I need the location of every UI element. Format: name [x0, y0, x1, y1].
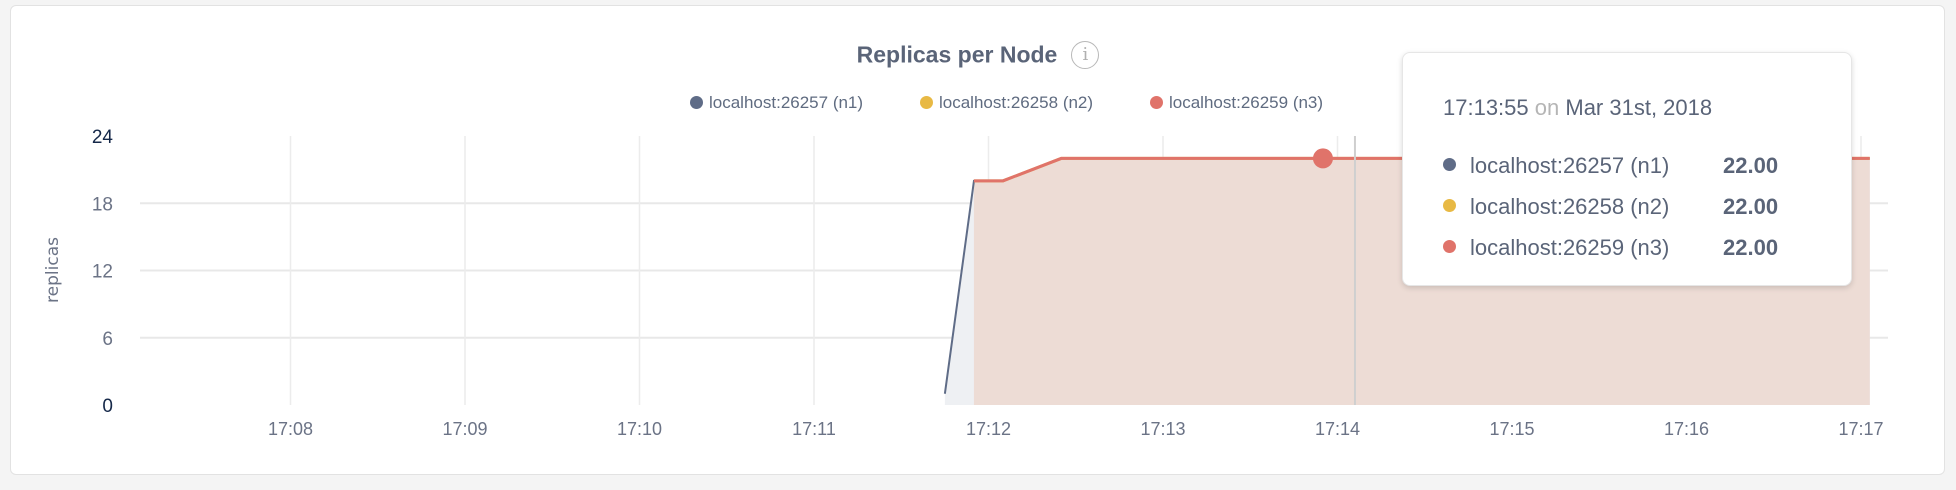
legend-label: localhost:26259 (n3) [1169, 93, 1324, 112]
tooltip-on: on [1534, 95, 1560, 120]
series-dot [1443, 240, 1456, 253]
x-tick-label: 17:09 [442, 419, 487, 439]
chart-title: Replicas per Node [856, 41, 1058, 68]
x-tick-label: 17:12 [966, 419, 1011, 439]
legend-dot [690, 96, 703, 109]
tooltip-series: localhost:26258 (n2) [1470, 194, 1670, 219]
series-dot [1443, 199, 1456, 212]
tooltip-series: localhost:26259 (n3) [1470, 235, 1670, 260]
tooltip-value: 22.00 [1723, 235, 1779, 260]
tooltip-row-n1: localhost:26257 (n1) [1443, 153, 1669, 179]
series-dot [1443, 158, 1456, 171]
legend-item-n2[interactable]: localhost:26258 (n2) [920, 93, 1093, 113]
tooltip-row-n2: localhost:26258 (n2) [1443, 194, 1669, 220]
y-tick-label: 24 [92, 127, 114, 148]
legend-label: localhost:26258 (n2) [939, 93, 1094, 112]
x-tick-label: 17:08 [268, 419, 313, 439]
x-tick-label: 17:10 [617, 419, 662, 439]
legend-dot [920, 96, 933, 109]
x-tick-label: 17:17 [1838, 419, 1883, 439]
y-axis-label: replicas [43, 237, 63, 303]
hover-point [1312, 148, 1333, 169]
y-tick-label: 12 [92, 262, 113, 283]
legend-label: localhost:26257 (n1) [709, 93, 864, 112]
y-tick-label: 18 [92, 194, 113, 215]
tooltip-series: localhost:26257 (n1) [1470, 153, 1670, 178]
legend-item-n1[interactable]: localhost:26257 (n1) [690, 93, 863, 113]
x-tick-label: 17:15 [1489, 419, 1534, 439]
tooltip-value: 22.00 [1723, 153, 1779, 178]
x-tick-label: 17:13 [1140, 419, 1185, 439]
tooltip-value: 22.00 [1723, 194, 1779, 219]
legend-dot [1150, 96, 1163, 109]
tooltip: 17:13:55 on Mar 31st, 2018 localhost:262… [1402, 52, 1852, 286]
tooltip-row-n3: localhost:26259 (n3) [1443, 235, 1669, 261]
tooltip-header: 17:13:55 on Mar 31st, 2018 [1443, 95, 1712, 121]
chart-title-wrap: Replicas per Node i [0, 40, 1956, 69]
y-tick-label: 0 [102, 396, 113, 417]
x-tick-label: 17:16 [1664, 419, 1709, 439]
y-tick-label: 6 [102, 329, 113, 350]
info-icon[interactable]: i [1071, 40, 1100, 69]
tooltip-date: Mar 31st, 2018 [1565, 95, 1713, 120]
legend-item-n3[interactable]: localhost:26259 (n3) [1150, 93, 1323, 113]
tooltip-time: 17:13:55 [1443, 95, 1529, 120]
x-tick-label: 17:14 [1315, 419, 1360, 439]
x-tick-label: 17:11 [792, 419, 836, 439]
